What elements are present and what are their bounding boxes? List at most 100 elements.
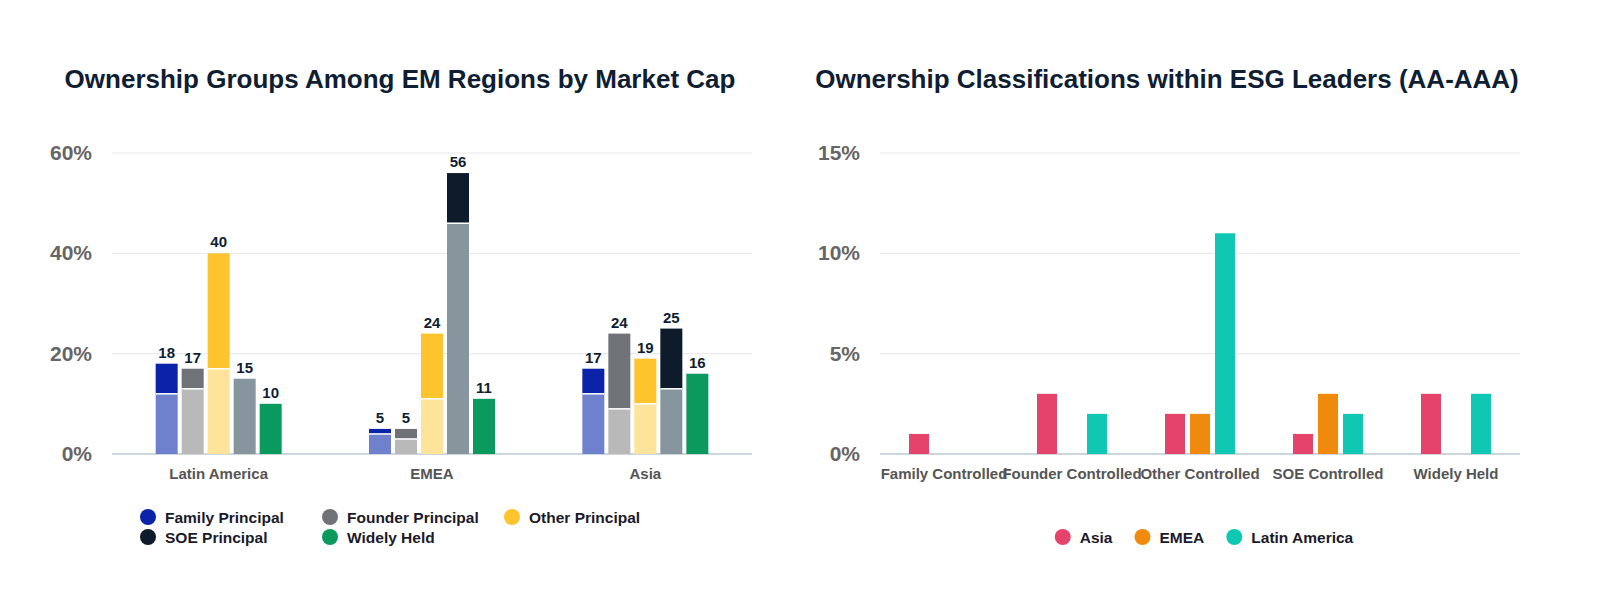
bar-base-segment [208,369,230,454]
x-tick-label: Widely Held [1414,465,1499,482]
data-label: 5 [376,409,384,426]
grid-line [112,153,752,154]
bar-upper-segment [208,253,230,368]
legend-swatch [1135,529,1151,545]
bar-upper-segment [634,359,656,404]
bar-base-segment [395,439,417,454]
bar-upper-segment [234,378,256,379]
data-label: 5 [402,409,410,426]
data-label: 17 [184,349,201,366]
grid-line [880,153,1520,154]
bar [1471,394,1491,454]
legend: Asia EMEA Latin America [1055,529,1354,546]
segment-divider [634,403,656,405]
bar-upper-segment [369,429,391,434]
y-tick-label: 5% [830,342,861,365]
segment-divider [582,393,604,395]
segment-divider [156,393,178,395]
bar-base-segment [421,399,443,454]
x-tick-label: SOE Controlled [1273,465,1384,482]
legend-label: EMEA [1160,529,1205,546]
data-label: 40 [210,233,227,250]
legend-swatch [322,529,338,545]
chart-title: Ownership Groups Among EM Regions by Mar… [65,64,736,94]
legend-swatch [322,509,338,525]
x-tick-label: EMEA [410,465,454,482]
bar [1421,394,1441,454]
bar-base-segment [156,394,178,454]
y-tick-label: 60% [50,141,92,164]
data-label: 24 [424,314,441,331]
legend-swatch [1055,529,1071,545]
legend-label: Widely Held [347,529,435,546]
y-tick-label: 20% [50,342,92,365]
bar-upper-segment [582,369,604,394]
data-label: 25 [663,309,680,326]
segment-divider [395,438,417,440]
bar [1165,414,1185,454]
y-tick-label: 0% [830,442,861,465]
bar [909,434,929,454]
bar-base-segment [447,223,469,454]
segment-divider [608,408,630,410]
x-tick-label: Founder Controlled [1002,465,1141,482]
data-label: 15 [236,359,253,376]
bar-base-segment [582,394,604,454]
data-label: 24 [611,314,628,331]
bar-upper-segment [686,374,708,454]
chart-1: Ownership Classifications within ESG Lea… [815,64,1520,546]
y-tick-label: 15% [818,141,860,164]
y-tick-label: 0% [62,442,93,465]
segment-divider [421,398,443,400]
bar-base-segment [182,389,204,454]
legend-label: Asia [1080,529,1113,546]
bar [1215,233,1235,454]
data-label: 11 [476,379,492,396]
bar-upper-segment [260,404,282,454]
x-tick-label: Family Controlled [881,465,1008,482]
legend-swatch [1226,529,1242,545]
data-label: 16 [689,354,706,371]
plot-marks [156,173,709,454]
bar-upper-segment [660,329,682,389]
data-label: 17 [585,349,602,366]
legend-label: Founder Principal [347,509,479,526]
plot-labels: 1817401510552456111724192516 [158,153,705,426]
legend-swatch [504,509,520,525]
chart-title: Ownership Classifications within ESG Lea… [815,64,1519,94]
data-label: 19 [637,339,654,356]
legend-label: Latin America [1251,529,1353,546]
bar [1318,394,1338,454]
bar-base-segment [660,389,682,454]
bar-upper-segment [182,369,204,389]
bar-upper-segment [473,399,495,454]
segment-divider [369,433,391,435]
chart-canvas: Ownership Groups Among EM Regions by Mar… [0,0,1600,613]
bar-upper-segment [608,334,630,409]
data-label: 56 [450,153,467,170]
grid-line [880,253,1520,254]
bar-base-segment [608,409,630,454]
segment-divider [208,368,230,370]
bar [1190,414,1210,454]
segment-divider [660,388,682,390]
chart-0: Ownership Groups Among EM Regions by Mar… [50,64,752,546]
legend-swatch [140,509,156,525]
bar [1037,394,1057,454]
x-tick-label: Asia [629,465,661,482]
bar [1343,414,1363,454]
y-tick-label: 10% [818,241,860,264]
segment-divider [447,222,469,224]
bar [1087,414,1107,454]
bar-upper-segment [156,364,178,394]
data-label: 18 [158,344,175,361]
bar-base-segment [234,379,256,454]
bar-base-segment [369,434,391,454]
legend-swatch [140,529,156,545]
segment-divider [182,388,204,390]
grid-line [880,353,1520,354]
plot-marks [909,233,1491,454]
x-tick-label: Other Controlled [1140,465,1259,482]
bar [1293,434,1313,454]
bar-base-segment [634,404,656,454]
